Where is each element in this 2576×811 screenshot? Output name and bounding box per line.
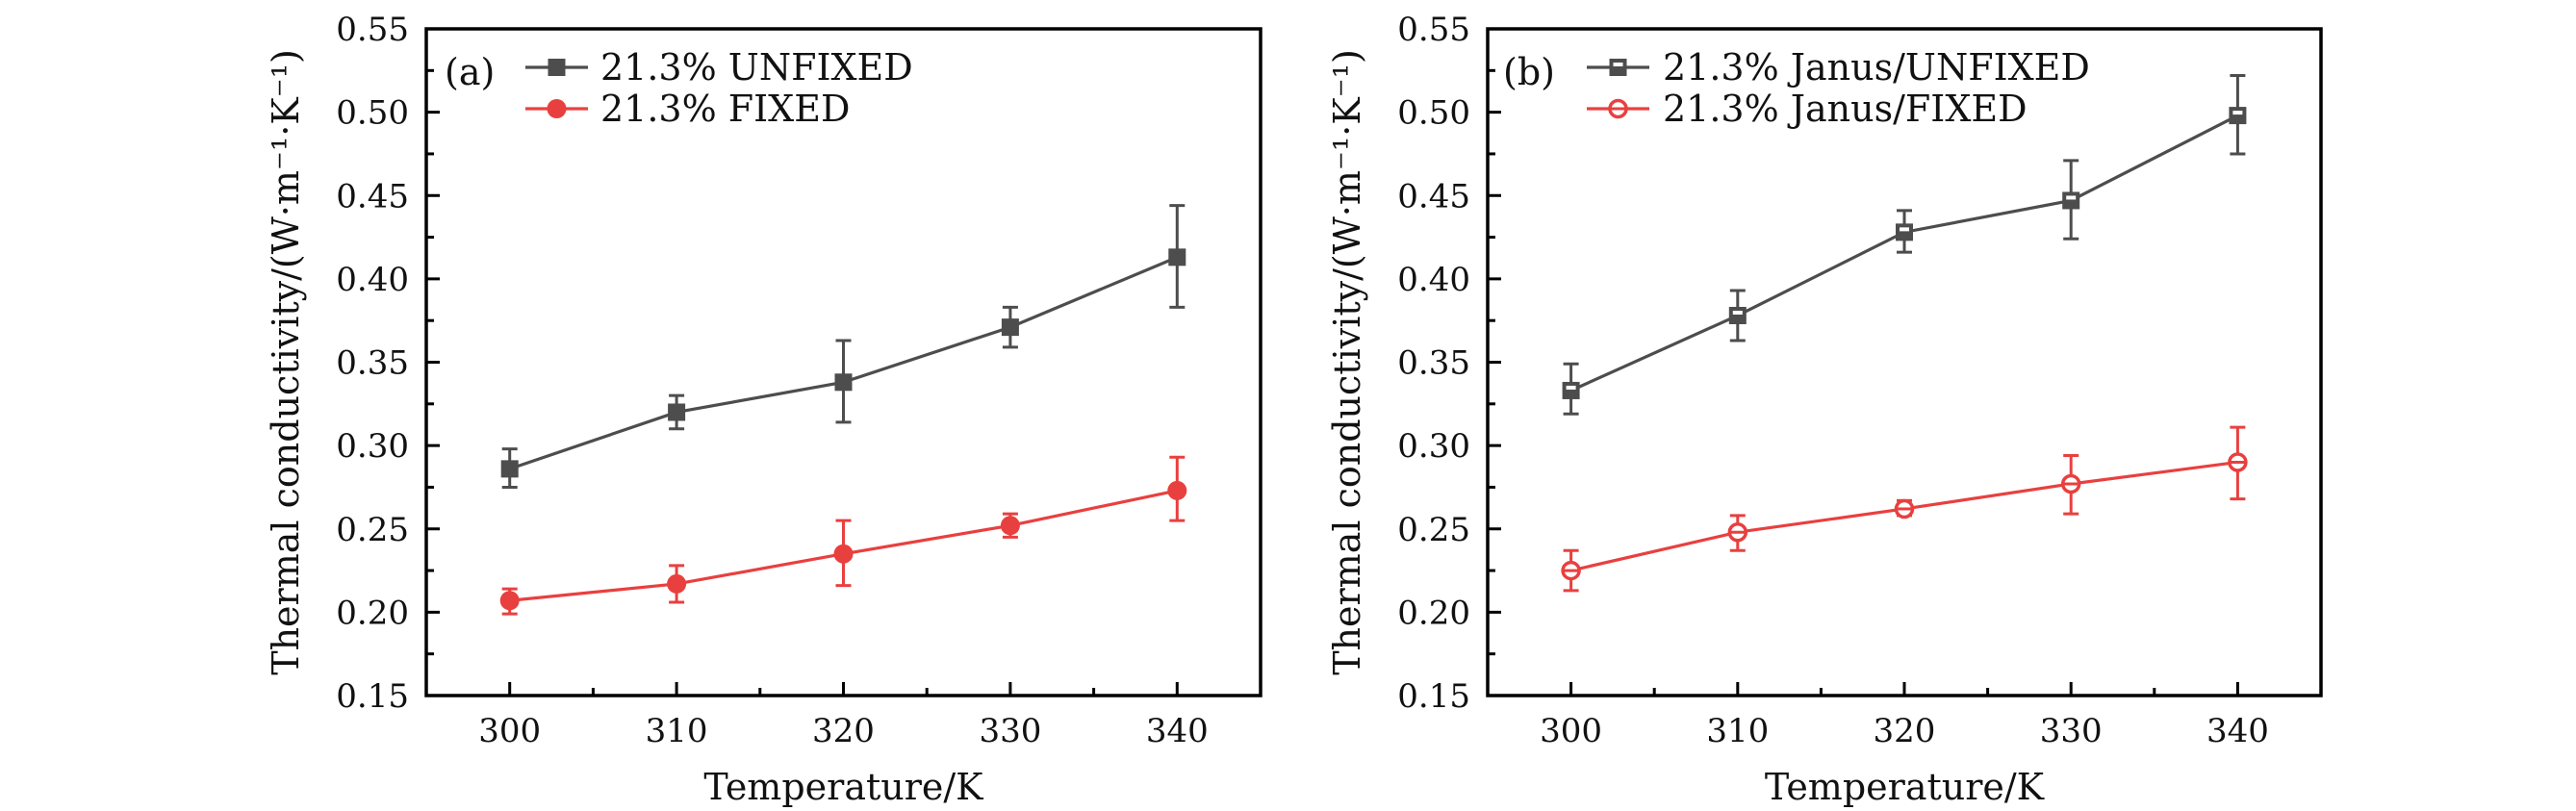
data-point (667, 573, 687, 594)
x-tick-label: 330 (979, 712, 1041, 750)
y-tick-label: 0.55 (336, 11, 409, 49)
data-point (2062, 191, 2080, 210)
y-tick-label: 0.20 (1397, 594, 1470, 632)
legend-item: 21.3% FIXED (525, 88, 850, 130)
data-point (1167, 480, 1187, 500)
y-tick-label: 0.30 (1397, 427, 1470, 466)
y-tick-label: 0.25 (336, 511, 409, 549)
data-point (833, 544, 854, 564)
legend-label: 21.3% FIXED (600, 88, 850, 130)
legend-marker (1609, 59, 1627, 76)
x-tick-label: 340 (2206, 712, 2269, 750)
x-tick-label: 310 (1706, 712, 1769, 750)
series-fixed (499, 455, 1187, 616)
y-tick-label: 0.45 (336, 177, 409, 215)
data-point (1000, 516, 1020, 536)
series-unfixed (500, 204, 1186, 489)
y-tick-label: 0.35 (1397, 344, 1470, 383)
panel-b: 300 310 320 330 340 0.15 0.20 0.25 0.30 0.35 0.40 0… (1326, 11, 2323, 808)
y-tick-label: 0.25 (1397, 511, 1470, 549)
data-point (1562, 381, 1580, 399)
x-tick-label: 300 (1540, 712, 1602, 750)
y-tick-label: 0.50 (336, 94, 409, 133)
x-tick-label: 320 (1874, 712, 1936, 750)
y-tick-label: 0.40 (1397, 261, 1470, 299)
x-tick-label: 330 (2040, 712, 2103, 750)
data-point-hollow (2066, 195, 2077, 200)
panel-label: (a) (445, 51, 495, 93)
data-point (500, 460, 519, 478)
legend-item: 21.3% Janus/UNFIXED (1587, 46, 2090, 89)
data-point (834, 373, 853, 392)
y-tick-label: 0.35 (336, 344, 409, 383)
y-tick-label: 0.15 (1397, 677, 1470, 716)
y-tick-label: 0.45 (1397, 177, 1470, 215)
x-tick-label: 340 (1146, 712, 1209, 750)
panel-label: (b) (1503, 51, 1555, 93)
data-point (2229, 107, 2247, 125)
data-point-hollow (1566, 385, 1576, 390)
data-point-hollow (1900, 227, 1909, 232)
data-point-hollow (1732, 310, 1743, 315)
data-point (499, 591, 520, 611)
y-tick-label: 0.55 (1397, 11, 1470, 49)
legend-marker (548, 59, 566, 76)
legend-item: 21.3% UNFIXED (525, 46, 913, 89)
y-tick-label: 0.20 (336, 594, 409, 632)
legend-marker-hollow (1613, 63, 1623, 66)
x-axis-title: Temperature/K (703, 766, 983, 808)
x-axis-title: Temperature/K (1765, 766, 2045, 808)
y-tick-label: 0.30 (336, 427, 409, 466)
legend-label: 21.3% Janus/UNFIXED (1663, 46, 2090, 89)
y-axis-title: Thermal conductivity/(W·m⁻¹·K⁻¹) (1326, 49, 1368, 675)
data-point (1728, 306, 1747, 324)
legend-label: 21.3% UNFIXED (600, 46, 913, 89)
x-tick-label: 310 (646, 712, 708, 750)
data-point (668, 403, 686, 421)
x-tick-label: 320 (812, 712, 875, 750)
data-point-hollow (2232, 111, 2243, 115)
panel-a: 300 310 320 330 340 0.15 0.20 0.25 0.30 0.35 0.40 0… (265, 11, 1262, 808)
series-fixed (1561, 425, 2248, 593)
legend-label: 21.3% Janus/FIXED (1663, 88, 2028, 130)
data-point (1896, 223, 1913, 241)
legend-marker (547, 99, 567, 118)
legend-item: 21.3% Janus/FIXED (1587, 88, 2028, 130)
y-tick-label: 0.50 (1397, 94, 1470, 133)
series-unfixed (1562, 74, 2247, 416)
y-tick-label: 0.15 (336, 677, 409, 716)
x-tick-label: 300 (478, 712, 541, 750)
data-point (1001, 318, 1019, 337)
data-point (1168, 248, 1186, 266)
y-axis-title: Thermal conductivity/(W·m⁻¹·K⁻¹) (265, 49, 307, 675)
y-tick-label: 0.40 (336, 261, 409, 299)
